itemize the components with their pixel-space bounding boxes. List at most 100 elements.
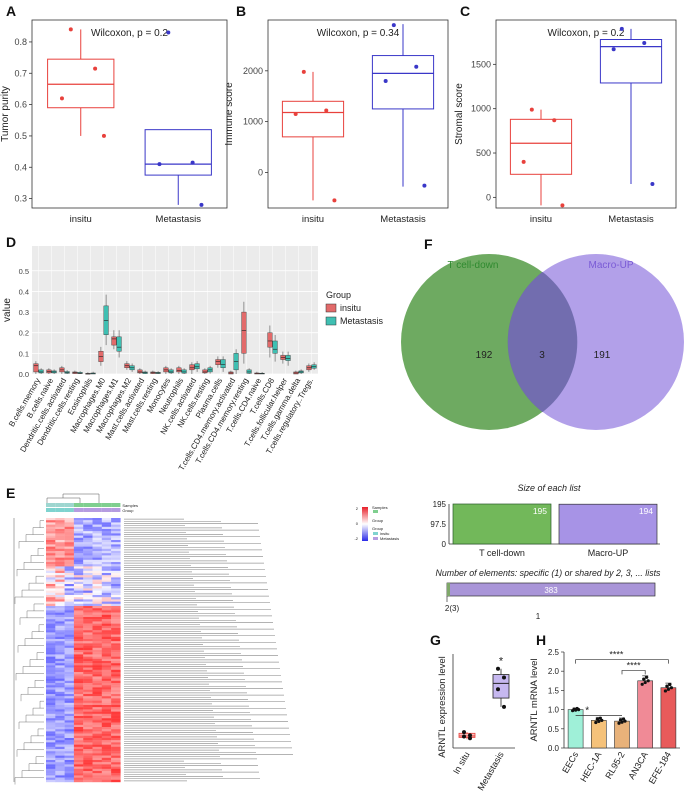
heatmap-cell (55, 777, 65, 780)
heatmap-cell (101, 643, 112, 646)
data-point (383, 78, 388, 83)
heatmap-cell (55, 689, 65, 692)
data-point (560, 203, 565, 208)
heatmap-cell (92, 579, 102, 582)
heatmap-cell (101, 757, 112, 761)
heatmap-cell (46, 760, 56, 763)
sample-annotation (92, 503, 102, 507)
heatmap-cell (101, 740, 112, 743)
heatmap-cell (46, 764, 56, 767)
heatmap-cell (46, 652, 56, 655)
heatmap-cell (101, 542, 112, 545)
heatmap-cell (55, 669, 65, 673)
heatmap-cell (92, 630, 102, 633)
heatmap-cell (92, 577, 102, 580)
heatmap-cell (101, 733, 112, 736)
heatmap-cell (111, 599, 121, 602)
heatmap-cell (92, 757, 102, 761)
x-tick-label: insitu (302, 214, 324, 225)
heatmap-cell (111, 610, 121, 613)
heatmap-cell (46, 716, 56, 719)
heatmap-cell (46, 584, 56, 587)
heatmap-cell (92, 601, 102, 604)
heatmap-cell (73, 749, 84, 752)
heatmap-cell (101, 601, 112, 604)
heatmap-cell (55, 641, 65, 644)
heatmap-cell (83, 579, 93, 582)
heatmap-cell (55, 716, 65, 719)
heatmap-cell (55, 749, 65, 752)
heatmap-cell (73, 619, 84, 622)
heatmap-cell (92, 529, 102, 532)
heatmap-cell (83, 603, 93, 607)
heatmap-cell (55, 768, 65, 772)
heatmap-cell (101, 606, 112, 609)
heatmap-cell (92, 555, 102, 558)
heatmap-cell (92, 702, 102, 706)
heatmap-cell (64, 663, 75, 666)
heatmap-cell (111, 650, 121, 653)
heatmap-cell (73, 610, 84, 613)
heatmap-cell (111, 628, 121, 631)
heatmap-cell (92, 566, 102, 569)
heatmap-cell (101, 775, 112, 778)
heatmap-cell (55, 584, 65, 587)
heatmap-cell (101, 694, 112, 697)
heatmap-cell (92, 696, 102, 699)
heatmap-cell (83, 636, 93, 640)
heatmap-cell (73, 771, 84, 774)
box (267, 332, 273, 348)
heatmap-cell (55, 570, 65, 574)
heatmap-cell (92, 568, 102, 571)
sample-annotation (111, 503, 121, 507)
heatmap-cell (111, 755, 121, 758)
heatmap-cell (92, 570, 102, 574)
heatmap-cell (101, 597, 112, 600)
heatmap-cell (92, 740, 102, 743)
heatmap-cell (101, 529, 112, 532)
heatmap-cell (101, 742, 112, 745)
x-tick-label: 1 (536, 612, 541, 621)
heatmap-cell (64, 595, 75, 598)
heatmap-cell (101, 535, 112, 538)
heatmap-cell (92, 669, 102, 673)
heatmap-cell (101, 771, 112, 774)
heatmap-cell (83, 632, 93, 635)
heatmap-cell (111, 573, 121, 576)
heatmap-cell (92, 722, 102, 725)
heatmap-cell (92, 544, 102, 547)
heatmap-cell (46, 658, 56, 662)
heatmap-cell (92, 632, 102, 635)
panel-d: 0.00.10.20.30.40.5valueB.cells.memoryB.c… (2, 246, 384, 472)
heatmap-cell (111, 522, 121, 525)
heatmap-cell (46, 669, 56, 673)
heatmap-cell (55, 625, 65, 629)
y-tick-label: 0.1 (19, 349, 29, 358)
heatmap-cell (83, 555, 93, 558)
heatmap-cell (64, 645, 75, 648)
heatmap-cell (83, 698, 93, 701)
plot-frame (495, 19, 677, 209)
heatmap-cell (46, 768, 56, 772)
heatmap-cell (92, 672, 102, 675)
heatmap-cell (46, 636, 56, 640)
heatmap-cell (101, 645, 112, 648)
heatmap-cell (55, 518, 65, 521)
heatmap-cell (101, 678, 112, 681)
heatmap-cell (101, 579, 112, 582)
heatmap-cell (55, 771, 65, 774)
column-dendrogram (46, 493, 100, 503)
heatmap-cell (55, 540, 65, 543)
heatmap-cell (46, 683, 56, 686)
heatmap-cell (73, 553, 84, 556)
heatmap-cell (46, 680, 56, 684)
heatmap-cell (111, 639, 121, 642)
heatmap-cell (83, 650, 93, 653)
heatmap-cell (111, 746, 121, 750)
heatmap-cell (46, 632, 56, 635)
heatmap-cell (73, 601, 84, 604)
x-tick-label: insitu (530, 214, 552, 225)
heatmap-cell (64, 755, 75, 758)
heatmap-cell (101, 698, 112, 701)
